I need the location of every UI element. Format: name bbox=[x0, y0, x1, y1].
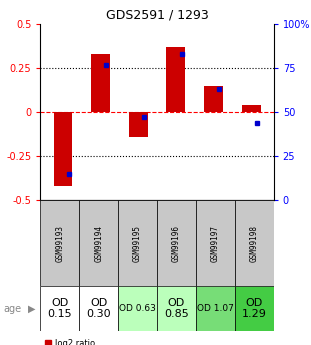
Text: GSM99195: GSM99195 bbox=[133, 225, 142, 262]
Bar bbox=[118, 200, 157, 286]
Bar bbox=[235, 286, 274, 331]
Bar bbox=[196, 286, 235, 331]
Text: OD 0.63: OD 0.63 bbox=[119, 304, 156, 313]
Text: OD
1.29: OD 1.29 bbox=[242, 298, 267, 319]
Text: OD
0.15: OD 0.15 bbox=[48, 298, 72, 319]
Bar bbox=[91, 54, 110, 112]
Bar bbox=[40, 200, 79, 286]
Bar bbox=[118, 286, 157, 331]
Text: OD
0.30: OD 0.30 bbox=[86, 298, 111, 319]
Bar bbox=[157, 200, 196, 286]
Text: age: age bbox=[3, 304, 21, 314]
Text: GSM99193: GSM99193 bbox=[55, 225, 64, 262]
Legend: log2 ratio, percentile rank within the sample: log2 ratio, percentile rank within the s… bbox=[44, 339, 197, 345]
Bar bbox=[79, 200, 118, 286]
Text: OD 1.07: OD 1.07 bbox=[197, 304, 234, 313]
Bar bbox=[196, 200, 235, 286]
Text: GSM99196: GSM99196 bbox=[172, 225, 181, 262]
Bar bbox=[242, 105, 261, 112]
Bar bbox=[129, 112, 148, 137]
Bar bbox=[157, 286, 196, 331]
Text: GSM99198: GSM99198 bbox=[250, 225, 259, 262]
Text: ▶: ▶ bbox=[28, 304, 35, 314]
Text: OD
0.85: OD 0.85 bbox=[164, 298, 189, 319]
Bar bbox=[204, 86, 223, 112]
Bar bbox=[53, 112, 72, 186]
Text: GSM99194: GSM99194 bbox=[94, 225, 103, 262]
Text: GSM99197: GSM99197 bbox=[211, 225, 220, 262]
Bar bbox=[40, 286, 79, 331]
Bar bbox=[166, 47, 185, 112]
Title: GDS2591 / 1293: GDS2591 / 1293 bbox=[106, 9, 208, 22]
Bar bbox=[79, 286, 118, 331]
Bar bbox=[235, 200, 274, 286]
